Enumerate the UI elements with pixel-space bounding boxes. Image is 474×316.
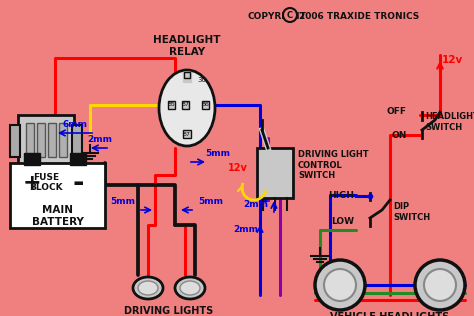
Ellipse shape bbox=[180, 281, 200, 295]
Bar bbox=[182, 101, 189, 109]
Text: DRIVING LIGHTS: DRIVING LIGHTS bbox=[124, 306, 214, 316]
Text: MAIN
BATTERY: MAIN BATTERY bbox=[32, 205, 83, 227]
Bar bbox=[59, 123, 67, 157]
Circle shape bbox=[424, 269, 456, 301]
Text: 2mm: 2mm bbox=[233, 225, 258, 234]
Bar bbox=[184, 72, 190, 78]
Bar bbox=[18, 115, 74, 167]
Circle shape bbox=[324, 269, 356, 301]
Ellipse shape bbox=[175, 277, 205, 299]
Text: -: - bbox=[72, 169, 84, 197]
Text: HEADLIGHT
SWITCH: HEADLIGHT SWITCH bbox=[425, 112, 474, 132]
Text: 5mm: 5mm bbox=[205, 149, 230, 158]
Text: LOW: LOW bbox=[331, 217, 354, 227]
Text: 87: 87 bbox=[183, 131, 191, 137]
Text: C: C bbox=[287, 10, 293, 20]
Text: HEADLIGHT
RELAY: HEADLIGHT RELAY bbox=[153, 35, 221, 57]
Text: 2006 TRAXIDE TRONICS: 2006 TRAXIDE TRONICS bbox=[299, 12, 419, 21]
Bar bbox=[10, 125, 20, 157]
Text: 87: 87 bbox=[182, 102, 190, 107]
Text: 30: 30 bbox=[197, 77, 206, 83]
Text: +: + bbox=[23, 173, 41, 193]
Text: 12v: 12v bbox=[442, 55, 463, 65]
Bar bbox=[24, 153, 40, 165]
Circle shape bbox=[315, 260, 365, 310]
Text: DIP
SWITCH: DIP SWITCH bbox=[393, 202, 430, 222]
Text: COPYRIGHT: COPYRIGHT bbox=[248, 12, 307, 21]
Bar bbox=[26, 123, 34, 157]
Bar bbox=[202, 101, 209, 109]
Text: 86: 86 bbox=[201, 102, 210, 107]
Text: 2mm: 2mm bbox=[88, 135, 112, 144]
Ellipse shape bbox=[133, 277, 163, 299]
Bar bbox=[183, 72, 191, 82]
Bar bbox=[37, 123, 45, 157]
Bar bbox=[10, 163, 105, 228]
Ellipse shape bbox=[159, 70, 215, 146]
Bar bbox=[48, 123, 56, 157]
Bar bbox=[70, 153, 86, 165]
Bar bbox=[72, 125, 82, 157]
Text: DRIVING LIGHT
CONTROL
SWITCH: DRIVING LIGHT CONTROL SWITCH bbox=[298, 150, 369, 180]
Text: 85: 85 bbox=[168, 102, 175, 107]
Text: 5mm: 5mm bbox=[198, 197, 223, 206]
Text: VEHICLE HEADLIGHTS: VEHICLE HEADLIGHTS bbox=[330, 312, 450, 316]
Circle shape bbox=[283, 8, 297, 22]
Bar bbox=[257, 148, 293, 198]
Bar bbox=[168, 101, 175, 109]
Text: 5mm: 5mm bbox=[110, 197, 135, 206]
Text: HIGH: HIGH bbox=[328, 191, 354, 200]
Text: OFF: OFF bbox=[387, 107, 407, 117]
Ellipse shape bbox=[138, 281, 158, 295]
Circle shape bbox=[415, 260, 465, 310]
Bar bbox=[183, 130, 191, 138]
Text: 2mm: 2mm bbox=[243, 200, 268, 209]
Text: 12v: 12v bbox=[228, 163, 248, 173]
Text: ON: ON bbox=[392, 131, 407, 139]
Text: 6mm: 6mm bbox=[63, 120, 88, 129]
Text: FUSE
BLOCK: FUSE BLOCK bbox=[29, 173, 63, 192]
